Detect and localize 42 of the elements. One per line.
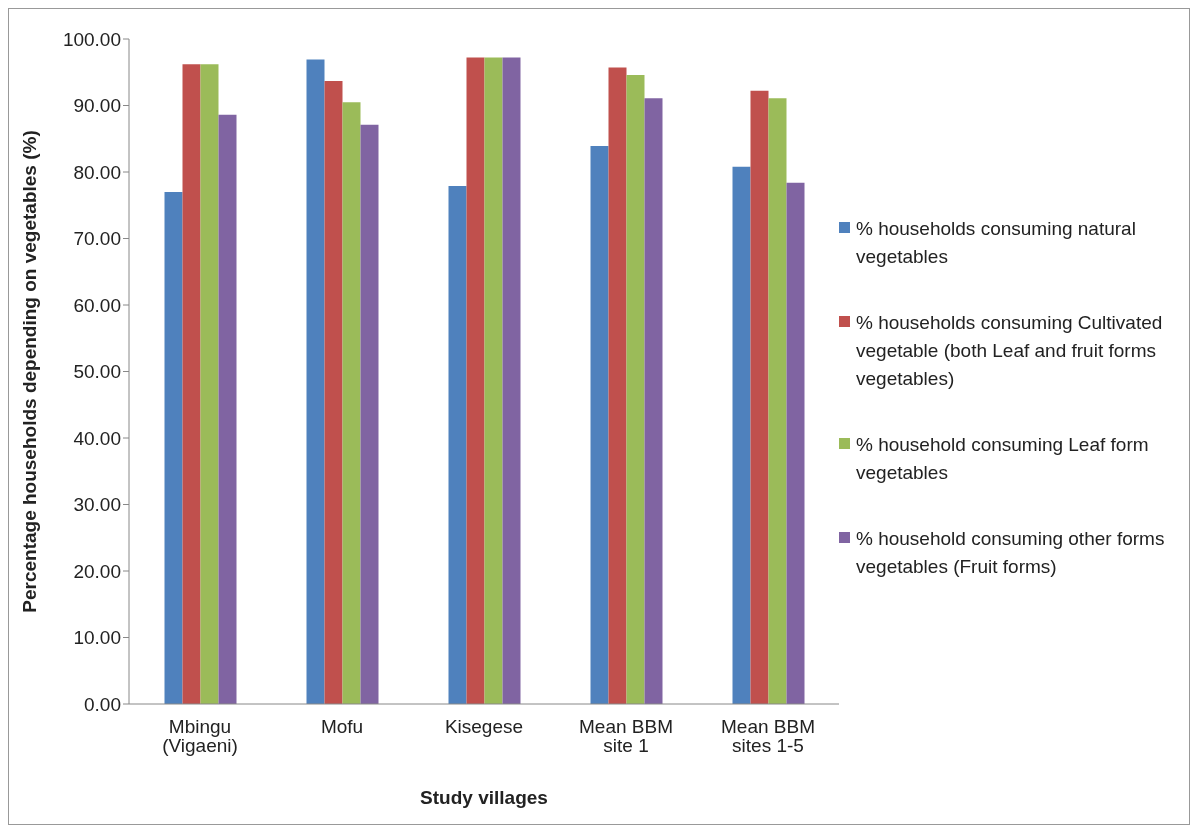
bar: [324, 80, 343, 704]
y-tick-label: 80.00: [73, 161, 121, 183]
legend-label: % households consuming Cultivated vegetable (both Leaf and fruit forms vegetables): [856, 310, 1164, 391]
bar: [590, 146, 609, 704]
bar: [644, 98, 663, 704]
x-tick-label: Mean BBM sites 1-5: [721, 716, 815, 757]
x-tick-label: Mbingu (Vigaeni): [162, 716, 238, 757]
x-tick-label: Mean BBM site 1: [579, 716, 673, 757]
legend-label: % household consuming other forms vegetables (Fruit forms): [856, 526, 1166, 579]
x-tick-label: Mofu: [320, 716, 364, 738]
legend-label: % households consuming natural vegetables: [856, 216, 1137, 269]
bar: [750, 90, 769, 704]
bar: [484, 57, 503, 704]
bar: [218, 114, 237, 704]
y-tick-label: 0.00: [84, 693, 121, 715]
y-tick-label: 10.00: [73, 627, 121, 649]
bar: [466, 57, 485, 704]
y-tick-label: 90.00: [73, 95, 121, 117]
x-axis-title: Study villages: [420, 787, 548, 808]
y-tick-label: 70.00: [73, 228, 121, 250]
bar: [732, 166, 751, 704]
y-tick-label: 20.00: [73, 560, 121, 582]
y-tick-label: 30.00: [73, 494, 121, 516]
bar: [608, 67, 627, 704]
y-tick-label: 50.00: [73, 361, 121, 383]
bar: [786, 182, 805, 704]
bar: [200, 64, 219, 704]
bar: [342, 102, 361, 704]
legend-label: % household consuming Leaf form vegetables: [856, 432, 1150, 485]
x-tick-label: Kisegese: [444, 716, 524, 738]
bar: [360, 124, 379, 704]
bar: [502, 57, 521, 704]
y-tick-label: 40.00: [73, 427, 121, 449]
y-tick-label: 100.00: [62, 28, 121, 50]
bar: [182, 64, 201, 704]
bar: [626, 74, 645, 704]
bar: [768, 98, 787, 704]
y-tick-label: 60.00: [73, 294, 121, 316]
bar: [306, 59, 325, 704]
y-axis-title: Percentage households depending on vegetables (%): [18, 130, 40, 613]
bar: [164, 191, 183, 704]
bar: [448, 185, 467, 704]
